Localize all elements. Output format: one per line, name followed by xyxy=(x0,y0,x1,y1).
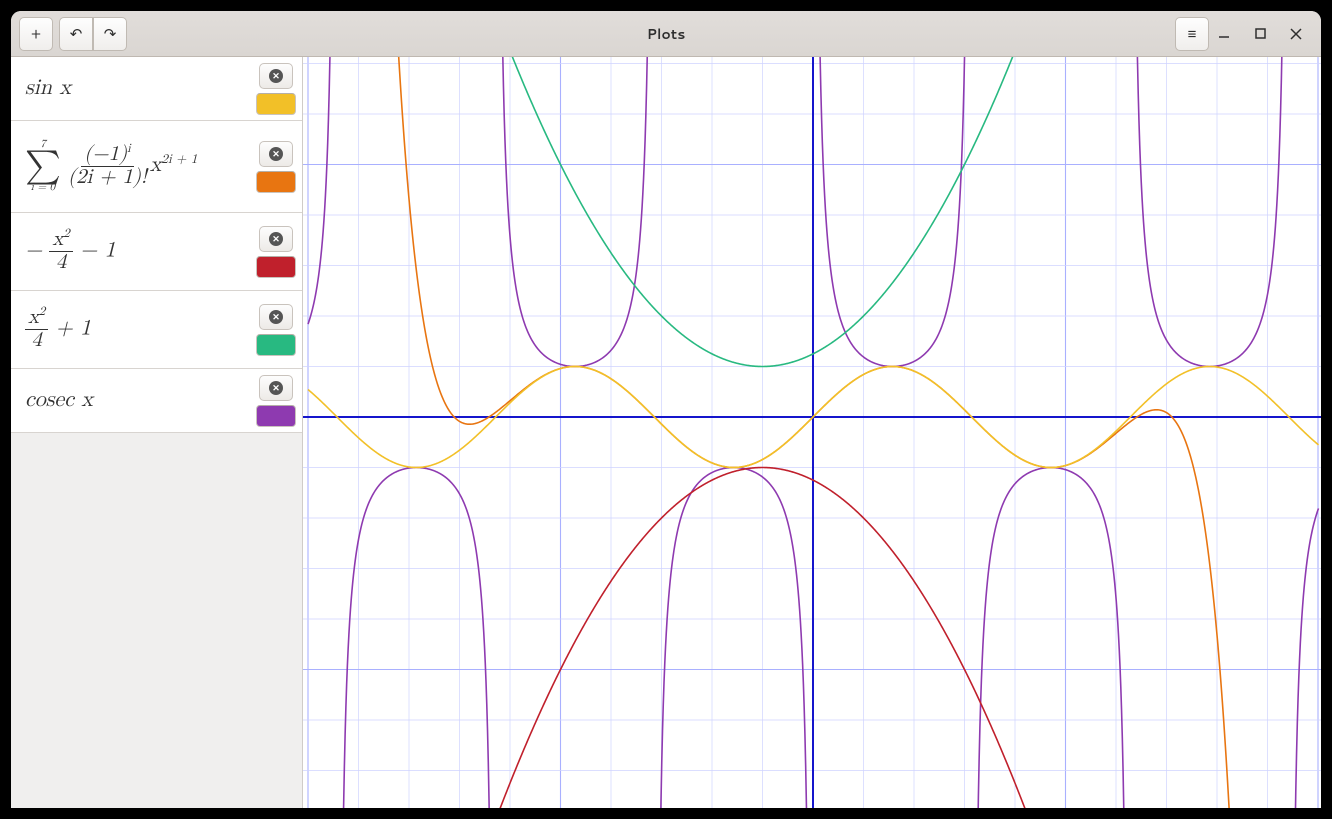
close-button[interactable] xyxy=(1287,25,1305,43)
delete-equation-button[interactable]: ✕ xyxy=(259,141,293,167)
window-title: Plots xyxy=(11,24,1321,44)
equation-controls: ✕ xyxy=(256,141,296,193)
delete-equation-button[interactable]: ✕ xyxy=(259,226,293,252)
plot-canvas[interactable] xyxy=(303,57,1321,808)
undo-button[interactable]: ↶ xyxy=(59,17,93,51)
equation-controls: ✕ xyxy=(256,226,296,278)
equation-row-pos-parabola[interactable]: x24 + 1 ✕ xyxy=(11,291,302,369)
delete-equation-button[interactable]: ✕ xyxy=(259,304,293,330)
formula-taylor[interactable]: 7∑i = 0(−1)i(2i + 1)!x2i + 1 xyxy=(25,139,256,194)
delete-icon: ✕ xyxy=(269,232,283,246)
hamburger-icon: ≡ xyxy=(1188,23,1197,44)
equation-row-neg-parabola[interactable]: − x24 − 1 ✕ xyxy=(11,213,302,291)
delete-icon: ✕ xyxy=(269,381,283,395)
minimize-button[interactable] xyxy=(1215,25,1233,43)
app-window: + ↶ ↷ Plots ≡ xyxy=(11,11,1321,808)
color-swatch-neg-parabola[interactable] xyxy=(256,256,296,278)
redo-button[interactable]: ↷ xyxy=(93,17,127,51)
color-swatch-cosec[interactable] xyxy=(256,405,296,427)
equation-row-cosec[interactable]: cosec x ✕ xyxy=(11,369,302,433)
delete-equation-button[interactable]: ✕ xyxy=(259,375,293,401)
add-button[interactable]: + xyxy=(19,17,53,51)
hamburger-menu-button[interactable]: ≡ xyxy=(1175,17,1209,51)
formula-pos-parabola[interactable]: x24 + 1 xyxy=(25,306,256,354)
delete-icon: ✕ xyxy=(269,69,283,83)
delete-icon: ✕ xyxy=(269,147,283,161)
equation-row-sinx[interactable]: sin x ✕ xyxy=(11,57,302,121)
plot-svg xyxy=(303,57,1321,808)
equation-sidebar: sin x✕7∑i = 0(−1)i(2i + 1)!x2i + 1✕− x24… xyxy=(11,57,303,808)
formula-sinx[interactable]: sin x xyxy=(25,76,256,100)
undo-icon: ↶ xyxy=(70,23,83,44)
formula-neg-parabola[interactable]: − x24 − 1 xyxy=(25,228,256,276)
equation-controls: ✕ xyxy=(256,63,296,115)
close-icon xyxy=(1290,28,1302,40)
equation-controls: ✕ xyxy=(256,375,296,427)
plus-icon: + xyxy=(31,23,41,44)
color-swatch-pos-parabola[interactable] xyxy=(256,334,296,356)
color-swatch-taylor[interactable] xyxy=(256,171,296,193)
content-area: sin x✕7∑i = 0(−1)i(2i + 1)!x2i + 1✕− x24… xyxy=(11,57,1321,808)
undo-redo-group: ↶ ↷ xyxy=(59,17,127,51)
equation-controls: ✕ xyxy=(256,304,296,356)
color-swatch-sinx[interactable] xyxy=(256,93,296,115)
maximize-button[interactable] xyxy=(1251,25,1269,43)
redo-icon: ↷ xyxy=(104,23,117,44)
delete-equation-button[interactable]: ✕ xyxy=(259,63,293,89)
delete-icon: ✕ xyxy=(269,310,283,324)
minimize-icon xyxy=(1218,28,1230,40)
equation-row-taylor[interactable]: 7∑i = 0(−1)i(2i + 1)!x2i + 1 ✕ xyxy=(11,121,302,213)
titlebar: + ↶ ↷ Plots ≡ xyxy=(11,11,1321,57)
maximize-icon xyxy=(1255,28,1266,39)
formula-cosec[interactable]: cosec x xyxy=(25,388,256,412)
